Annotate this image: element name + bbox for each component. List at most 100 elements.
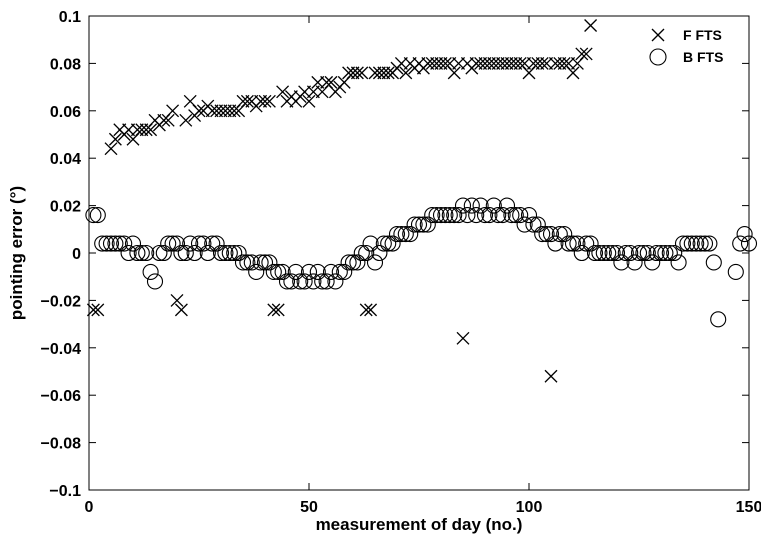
data-point-b-fts — [538, 225, 555, 243]
data-point-f-fts — [579, 47, 593, 61]
data-point-b-fts — [463, 197, 480, 214]
data-point-f-fts — [144, 123, 158, 137]
legend: F FTS B FTS — [649, 27, 723, 66]
data-point-f-fts — [271, 303, 285, 317]
data-point-b-fts — [529, 216, 546, 233]
data-point-b-fts — [278, 273, 296, 290]
data-point-b-fts — [586, 244, 604, 262]
data-point-b-fts — [661, 244, 678, 262]
data-point-b-fts — [736, 225, 753, 243]
data-point-b-fts — [525, 216, 542, 233]
data-point-b-fts — [591, 244, 608, 262]
data-point-f-fts — [108, 132, 122, 146]
data-point-b-fts — [230, 244, 247, 262]
data-point-b-fts — [199, 244, 216, 262]
data-point-f-fts — [364, 303, 378, 317]
y-tick-label: −0.06 — [41, 388, 82, 405]
data-point-b-fts — [512, 207, 529, 224]
data-point-f-fts — [240, 94, 254, 108]
data-point-b-fts — [168, 235, 186, 252]
data-point-b-fts — [507, 207, 524, 224]
x-tick-label: 50 — [300, 499, 318, 516]
y-tick-label: −0.02 — [41, 293, 82, 310]
data-point-b-fts — [353, 244, 370, 262]
data-point-b-fts — [578, 235, 595, 252]
y-tick-label: −0.08 — [41, 436, 82, 453]
data-point-b-fts — [432, 207, 450, 224]
data-point-f-fts — [456, 331, 470, 345]
data-point-b-fts — [485, 197, 502, 214]
data-point-f-fts — [267, 303, 281, 317]
data-point-b-fts — [468, 207, 485, 224]
data-point-b-fts — [124, 235, 142, 252]
data-point-b-fts — [600, 244, 617, 262]
data-point-b-fts — [582, 235, 599, 252]
data-point-b-fts — [358, 244, 375, 262]
data-point-b-fts — [133, 244, 150, 262]
data-point-f-fts — [302, 94, 316, 108]
data-point-b-fts — [652, 244, 670, 262]
y-tick-label: −0.04 — [41, 341, 82, 358]
data-point-b-fts — [274, 263, 291, 281]
data-point-b-fts — [89, 207, 106, 224]
data-point-f-fts — [399, 66, 413, 80]
data-point-b-fts — [98, 235, 115, 252]
x-tick-label: 0 — [85, 499, 94, 516]
legend-marker-cross — [651, 28, 665, 42]
data-point-b-fts — [208, 235, 225, 252]
x-tick-label: 100 — [516, 499, 543, 516]
data-point-f-fts — [174, 303, 188, 317]
data-point-b-fts — [318, 273, 335, 290]
data-point-f-fts — [584, 19, 598, 32]
data-point-b-fts — [701, 235, 718, 252]
data-point-b-fts — [283, 273, 300, 290]
data-point-b-fts — [569, 235, 586, 252]
data-point-b-fts — [639, 244, 656, 262]
data-point-f-fts — [535, 56, 549, 70]
data-point-f-fts — [166, 104, 180, 118]
data-point-b-fts — [617, 244, 634, 262]
y-tick-label: 0.04 — [50, 151, 81, 168]
data-point-b-fts — [683, 235, 700, 252]
data-point-b-fts — [248, 263, 265, 281]
data-point-b-fts — [120, 244, 137, 262]
data-point-b-fts — [450, 207, 467, 224]
data-point-b-fts — [107, 235, 124, 252]
data-point-b-fts — [670, 254, 687, 271]
data-point-b-fts — [265, 263, 282, 281]
data-point-b-fts — [138, 244, 155, 262]
data-point-b-fts — [94, 235, 111, 252]
data-point-b-fts — [419, 216, 436, 233]
data-point-b-fts — [388, 225, 406, 243]
data-point-b-fts — [256, 254, 274, 271]
data-point-b-fts — [182, 235, 199, 252]
data-point-b-fts — [648, 244, 665, 262]
plot-content — [85, 19, 758, 383]
data-point-b-fts — [622, 244, 639, 262]
data-point-b-fts — [679, 235, 696, 252]
data-point-f-fts — [276, 85, 290, 99]
data-point-b-fts — [564, 235, 582, 252]
data-point-b-fts — [393, 225, 410, 243]
data-point-b-fts — [595, 244, 612, 262]
data-point-f-fts — [324, 75, 338, 89]
data-point-b-fts — [204, 235, 221, 252]
data-point-b-fts — [476, 207, 494, 224]
data-point-b-fts — [705, 254, 722, 271]
data-point-b-fts — [424, 207, 441, 224]
data-point-b-fts — [710, 311, 727, 328]
data-point-b-fts — [494, 207, 511, 224]
y-tick-label: −0.1 — [49, 483, 81, 500]
data-point-b-fts — [261, 254, 278, 271]
data-point-b-fts — [305, 273, 322, 290]
data-point-b-fts — [327, 273, 344, 290]
data-point-b-fts — [644, 254, 661, 271]
data-point-b-fts — [626, 254, 643, 271]
data-point-b-fts — [692, 235, 709, 252]
data-point-b-fts — [102, 235, 120, 252]
data-point-b-fts — [547, 235, 564, 252]
data-point-b-fts — [252, 254, 269, 271]
data-point-b-fts — [116, 235, 133, 252]
data-point-b-fts — [195, 235, 212, 252]
data-point-b-fts — [296, 273, 313, 290]
